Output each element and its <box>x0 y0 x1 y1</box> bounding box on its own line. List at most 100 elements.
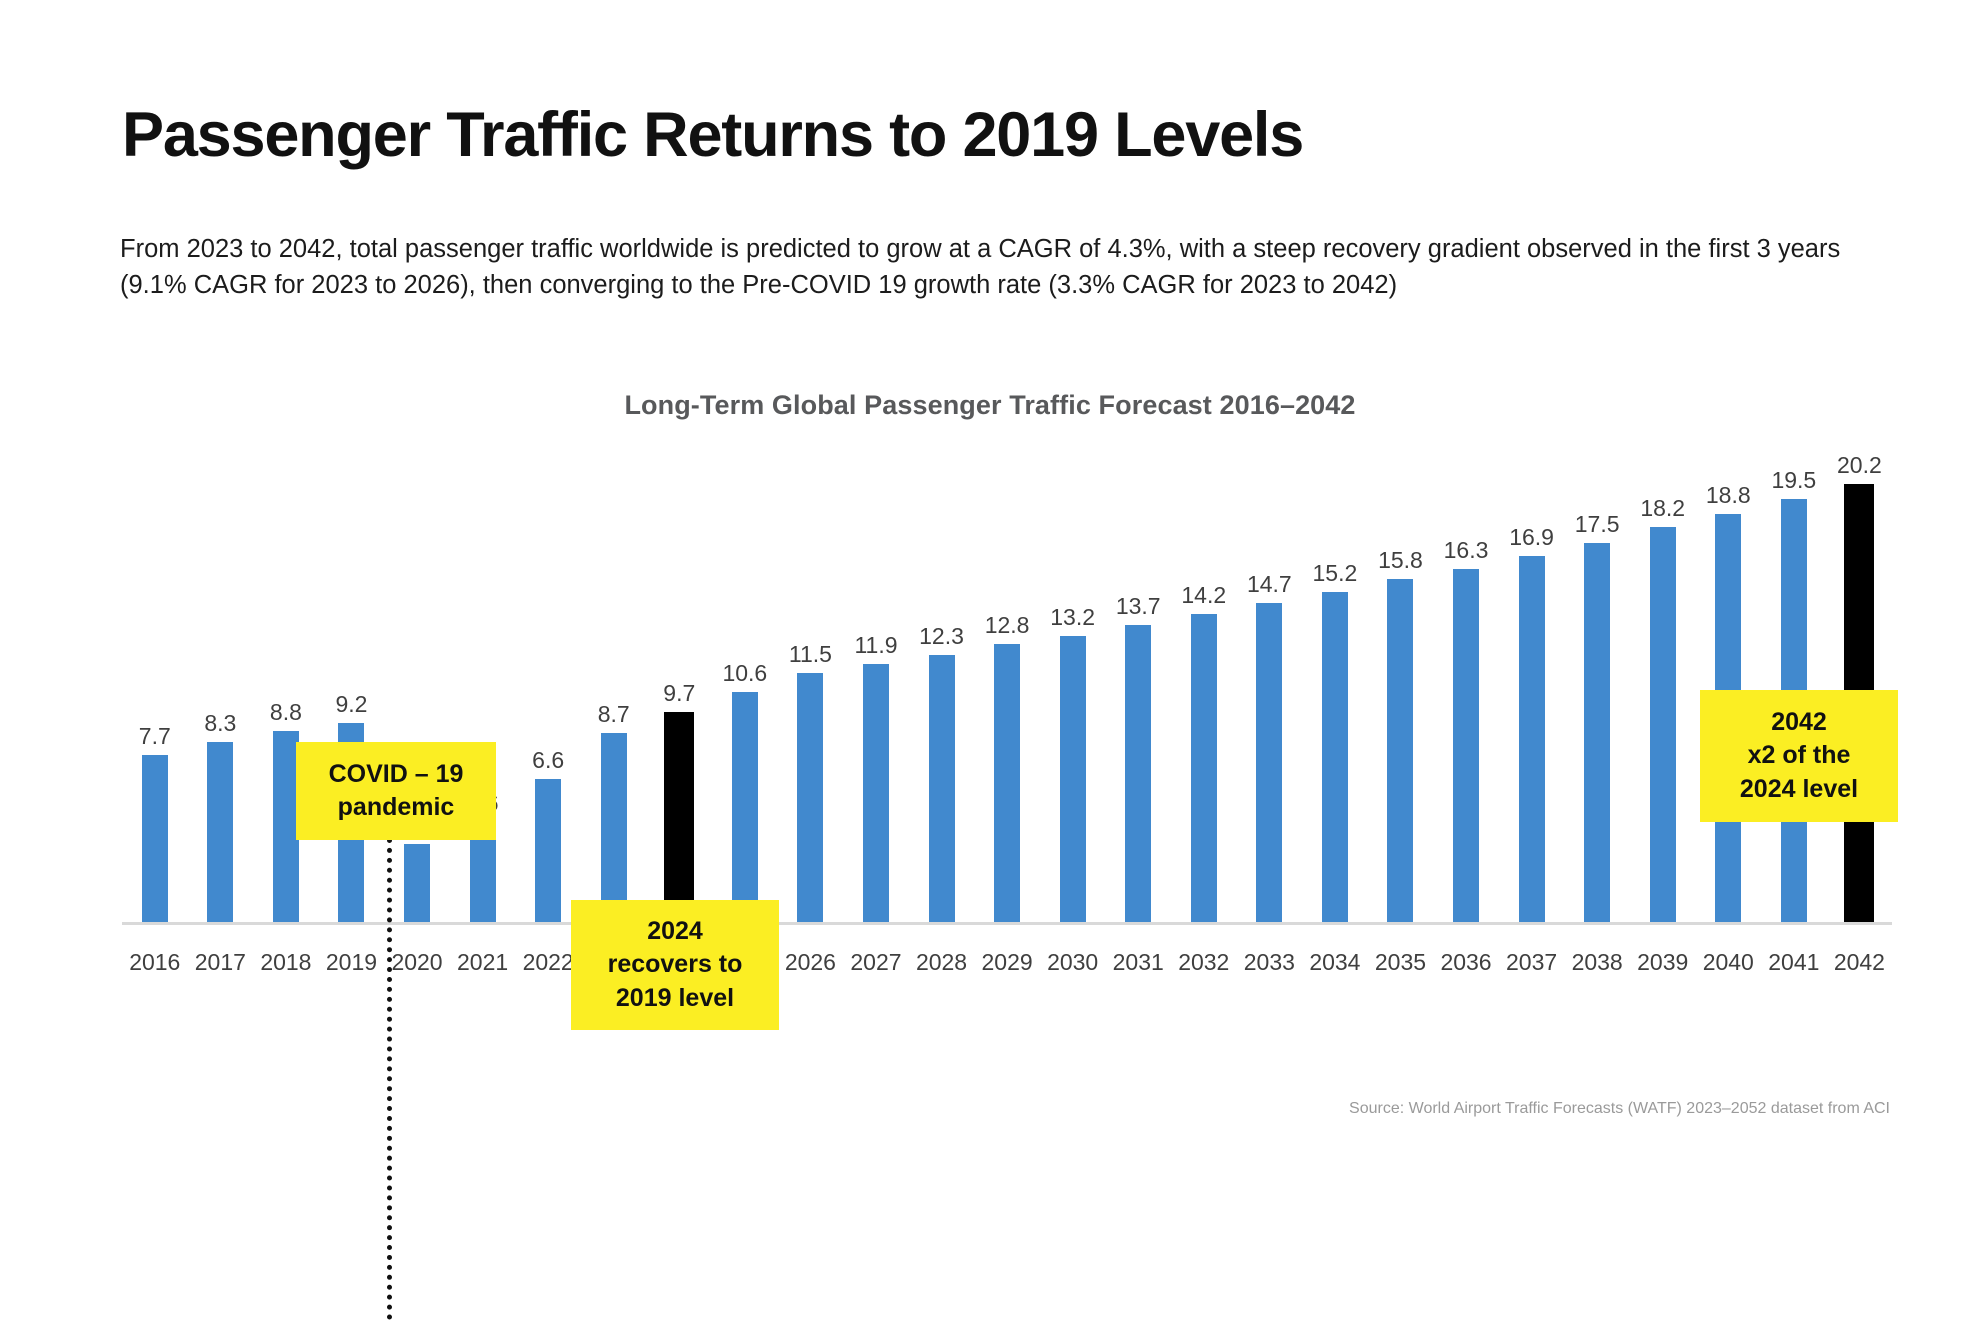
bar-rect-2037[interactable] <box>1518 555 1545 922</box>
callout-double-line2: x2 of the <box>1747 741 1851 770</box>
bar-value-label-2016: 7.7 <box>138 723 171 750</box>
bar-2024[interactable]: 9.7 <box>647 452 713 922</box>
bar-2035[interactable]: 15.8 <box>1368 452 1434 922</box>
bar-value-label-2017: 8.3 <box>204 710 237 737</box>
callout-covid-pandemic: COVID – 19 pandemic <box>296 742 496 840</box>
bar-2032[interactable]: 14.2 <box>1171 452 1237 922</box>
x-label-2031: 2031 <box>1112 949 1164 975</box>
bar-rect-2025[interactable] <box>731 692 758 922</box>
bar-2039[interactable]: 18.2 <box>1630 452 1696 922</box>
x-axis-line <box>122 922 1892 925</box>
bar-rect-2024[interactable] <box>664 711 695 922</box>
x-label-2032: 2032 <box>1178 949 1230 975</box>
bar-rect-2035[interactable] <box>1387 579 1414 922</box>
x-label-2021: 2021 <box>457 949 509 975</box>
bar-rect-2033[interactable] <box>1256 603 1283 922</box>
bar-2042[interactable]: 20.2 <box>1827 452 1893 922</box>
bar-value-label-2026: 11.5 <box>788 640 832 667</box>
bar-rect-2018[interactable] <box>272 731 299 922</box>
bar-2016[interactable]: 7.7 <box>122 452 188 922</box>
x-axis-labels: 2016201720182019202020212022202320242025… <box>122 949 1892 976</box>
bar-2021[interactable]: 4.6 <box>450 452 516 922</box>
bar-rect-2031[interactable] <box>1125 624 1152 922</box>
bar-value-label-2025: 10.6 <box>722 660 768 687</box>
bar-value-label-2036: 16.3 <box>1443 536 1489 563</box>
bar-rect-2039[interactable] <box>1649 527 1676 922</box>
x-label-2039: 2039 <box>1637 949 1689 975</box>
bar-value-label-2029: 12.8 <box>984 612 1030 639</box>
x-label-2019: 2019 <box>325 949 378 975</box>
covid-divider-line <box>387 838 392 1320</box>
bar-2028[interactable]: 12.3 <box>909 452 975 922</box>
bar-rect-2038[interactable] <box>1584 542 1611 922</box>
bar-2017[interactable]: 8.3 <box>188 452 254 922</box>
bar-rect-2016[interactable] <box>141 755 168 922</box>
bar-value-label-2039: 18.2 <box>1640 495 1686 522</box>
page-subtitle: From 2023 to 2042, total passenger traff… <box>120 234 1841 299</box>
x-label-2029: 2029 <box>981 949 1033 975</box>
x-label-2033: 2033 <box>1243 949 1295 975</box>
bar-value-label-2035: 15.8 <box>1378 547 1423 574</box>
bar-2019[interactable]: 9.2 <box>319 452 385 922</box>
bar-2029[interactable]: 12.8 <box>974 452 1040 922</box>
page-title: Passenger Traffic Returns to 2019 Levels <box>122 100 1304 171</box>
bar-value-label-2030: 13.2 <box>1050 603 1096 630</box>
bar-2022[interactable]: 6.6 <box>515 452 581 922</box>
bar-rect-2036[interactable] <box>1453 568 1480 922</box>
x-label-2030: 2030 <box>1047 949 1099 975</box>
bar-2038[interactable]: 17.5 <box>1564 452 1630 922</box>
bar-rect-2022[interactable] <box>535 778 562 922</box>
bar-2033[interactable]: 14.7 <box>1237 452 1303 922</box>
bar-value-label-2028: 12.3 <box>919 623 964 650</box>
x-label-2027: 2027 <box>850 949 902 975</box>
x-label-2042: 2042 <box>1833 949 1885 975</box>
bar-value-label-2019: 9.2 <box>335 690 368 717</box>
x-label-2035: 2035 <box>1374 949 1427 975</box>
bar-value-label-2024: 9.7 <box>663 679 696 706</box>
bar-value-label-2023: 8.7 <box>597 701 630 728</box>
x-label-2017: 2017 <box>194 949 246 975</box>
bar-rect-2027[interactable] <box>862 663 889 922</box>
bar-value-label-2031: 13.7 <box>1115 592 1161 619</box>
chart-region: Long-Term Global Passenger Traffic Forec… <box>0 330 1980 1320</box>
source-note: Source: World Airport Traffic Forecasts … <box>1349 1100 1890 1117</box>
bar-rect-2032[interactable] <box>1190 614 1217 922</box>
bar-2027[interactable]: 11.9 <box>843 452 909 922</box>
bar-2040[interactable]: 18.8 <box>1696 452 1762 922</box>
chart-title: Long-Term Global Passenger Traffic Forec… <box>624 390 1356 420</box>
bar-rect-2020[interactable] <box>404 843 431 922</box>
bar-2037[interactable]: 16.9 <box>1499 452 1565 922</box>
bar-rect-2026[interactable] <box>797 672 824 922</box>
bar-value-label-2037: 16.9 <box>1509 523 1554 550</box>
bar-2025[interactable]: 10.6 <box>712 452 778 922</box>
bar-2034[interactable]: 15.2 <box>1302 452 1368 922</box>
callout-recovery-line1: 2024 <box>647 917 703 946</box>
bar-2030[interactable]: 13.2 <box>1040 452 1106 922</box>
bar-rect-2034[interactable] <box>1321 592 1348 922</box>
callout-recovery-line3: 2019 level <box>615 983 735 1012</box>
bar-rect-2030[interactable] <box>1059 635 1086 922</box>
bar-2036[interactable]: 16.3 <box>1433 452 1499 922</box>
x-label-2028: 2028 <box>915 949 968 975</box>
bar-2018[interactable]: 8.8 <box>253 452 319 922</box>
bar-rect-2028[interactable] <box>928 655 955 922</box>
bar-2026[interactable]: 11.5 <box>778 452 844 922</box>
bar-value-label-2040: 18.8 <box>1705 482 1751 509</box>
x-label-2022: 2022 <box>522 949 574 975</box>
x-label-2040: 2040 <box>1702 949 1754 975</box>
bar-value-label-2027: 11.9 <box>854 631 898 658</box>
bar-rect-2017[interactable] <box>207 742 234 922</box>
callout-2024-recovery: 2024 recovers to 2019 level <box>571 900 779 1030</box>
x-label-2034: 2034 <box>1309 949 1361 975</box>
bar-rect-2023[interactable] <box>600 733 627 922</box>
bar-2020[interactable]: 3.6 <box>384 452 450 922</box>
bar-rect-2029[interactable] <box>994 644 1021 922</box>
x-label-2026: 2026 <box>784 949 836 975</box>
bar-2031[interactable]: 13.7 <box>1105 452 1171 922</box>
bar-value-label-2042: 20.2 <box>1837 452 1882 478</box>
x-label-2016: 2016 <box>129 949 181 975</box>
callout-covid-line2: pandemic <box>337 793 455 821</box>
bar-2041[interactable]: 19.5 <box>1761 452 1827 922</box>
callout-recovery-line2: recovers to <box>607 950 743 979</box>
bar-2023[interactable]: 8.7 <box>581 452 647 922</box>
